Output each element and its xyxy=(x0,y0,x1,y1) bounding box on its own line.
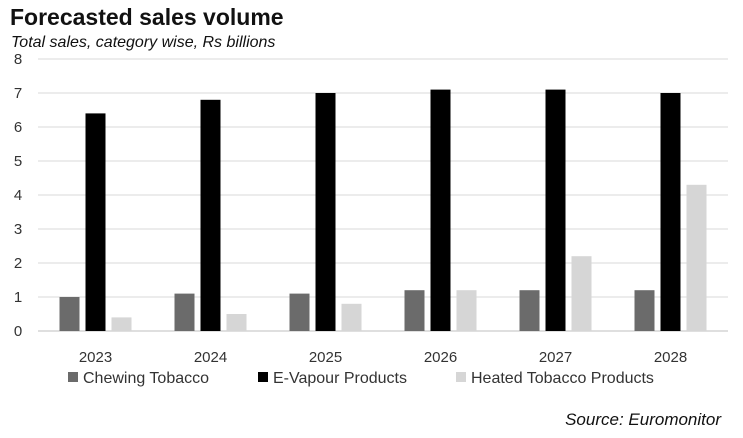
bar-chewing-tobacco-2025 xyxy=(289,293,310,331)
bar-e-vapour-2028 xyxy=(660,93,681,331)
bar-heated-tobacco-2026 xyxy=(456,290,477,331)
y-tick-label: 3 xyxy=(14,221,22,238)
legend-label-e-vapour: E-Vapour Products xyxy=(273,370,407,387)
legend-swatch-e-vapour xyxy=(258,372,268,382)
legend-swatch-chewing-tobacco xyxy=(68,372,78,382)
legend-label-chewing-tobacco: Chewing Tobacco xyxy=(83,370,209,387)
x-tick-label: 2028 xyxy=(654,349,687,366)
bar-heated-tobacco-2023 xyxy=(111,317,132,331)
bar-heated-tobacco-2024 xyxy=(226,314,247,331)
y-tick-label: 7 xyxy=(14,85,22,102)
y-tick-label: 0 xyxy=(14,323,22,340)
bar-chewing-tobacco-2026 xyxy=(404,290,425,331)
x-tick-label: 2025 xyxy=(309,349,342,366)
bar-e-vapour-2023 xyxy=(85,113,106,332)
y-tick-label: 5 xyxy=(14,153,22,170)
bar-e-vapour-2024 xyxy=(200,99,221,331)
chart-title: Forecasted sales volume xyxy=(10,4,284,30)
legend-swatch-heated-tobacco xyxy=(456,372,466,382)
bar-e-vapour-2027 xyxy=(545,89,566,331)
chart-subtitle: Total sales, category wise, Rs billions xyxy=(11,34,276,51)
legend: Chewing Tobacco E-Vapour Products Heated T… xyxy=(68,370,654,387)
source-note: Source: Euromonitor xyxy=(565,410,721,429)
x-tick-label: 2026 xyxy=(424,349,457,366)
y-tick-label: 6 xyxy=(14,119,22,136)
bar-chewing-tobacco-2023 xyxy=(59,297,80,331)
x-tick-label: 2023 xyxy=(79,349,112,366)
bar-e-vapour-2026 xyxy=(430,89,451,331)
bar-heated-tobacco-2025 xyxy=(341,303,362,331)
y-tick-label: 2 xyxy=(14,255,22,272)
y-tick-label: 8 xyxy=(14,51,22,68)
x-tick-label: 2024 xyxy=(194,349,227,366)
y-axis-ticks: 0 1 2 3 4 5 6 7 8 xyxy=(14,51,22,340)
bar-chewing-tobacco-2027 xyxy=(519,290,540,331)
gridlines xyxy=(38,58,728,332)
bar-chewing-tobacco-2024 xyxy=(174,293,195,331)
bar-heated-tobacco-2028 xyxy=(686,184,707,331)
x-axis-ticks: 2023 2024 2025 2026 2027 2028 xyxy=(79,349,687,366)
bar-heated-tobacco-2027 xyxy=(571,256,592,331)
y-tick-label: 4 xyxy=(14,187,22,204)
legend-label-heated-tobacco: Heated Tobacco Products xyxy=(471,370,654,387)
x-tick-label: 2027 xyxy=(539,349,572,366)
bars xyxy=(59,89,707,332)
bar-chewing-tobacco-2028 xyxy=(634,290,655,331)
bar-e-vapour-2025 xyxy=(315,93,336,331)
y-tick-label: 1 xyxy=(14,289,22,306)
